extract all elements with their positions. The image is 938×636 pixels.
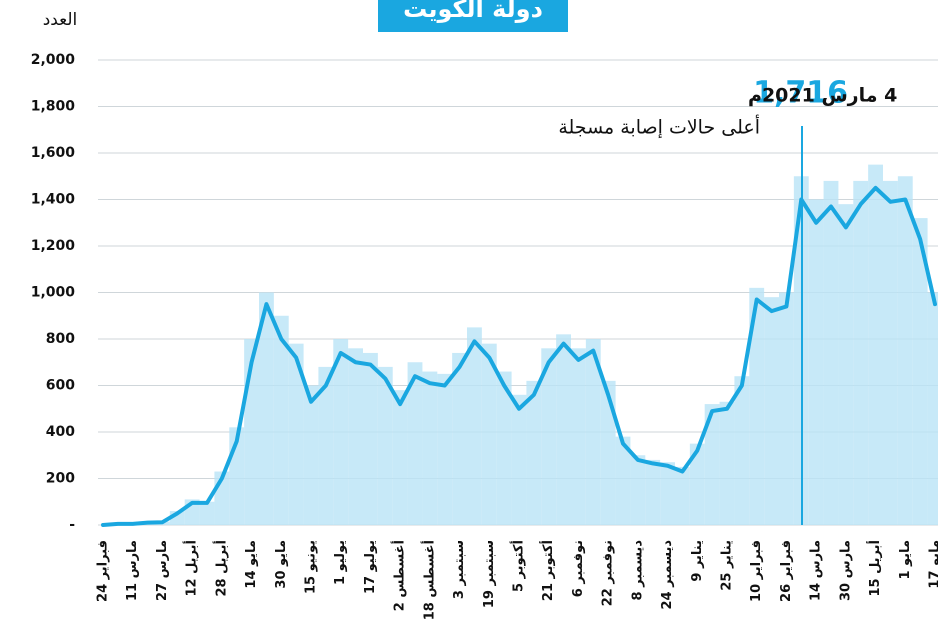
x-tick-label: 2 أغسطس [391, 540, 408, 611]
bar [719, 401, 735, 525]
x-tick-label: 15 يونيو [304, 540, 319, 594]
bar [897, 176, 913, 525]
x-tick-label: 6 نوفمبر [571, 540, 586, 597]
x-tick-label: 18 أغسطس [420, 540, 437, 620]
y-tick-label: 200 [46, 471, 75, 487]
bar [912, 218, 928, 525]
bar [927, 292, 938, 525]
bar [615, 436, 631, 525]
y-tick-label: 2,000 [31, 52, 76, 68]
y-tick-label: 1,600 [31, 145, 76, 161]
bar [585, 339, 601, 525]
bar [363, 352, 378, 525]
annotation-value: 1,716 [753, 76, 848, 111]
bar [749, 287, 765, 525]
y-tick-label: 400 [46, 424, 75, 440]
y-tick-label: 1,200 [31, 238, 76, 254]
x-tick-label: 8 ديسمبر [630, 540, 645, 601]
bar [868, 164, 883, 525]
x-tick-label: 17 مايو [928, 540, 938, 589]
bar [333, 339, 349, 525]
bar [199, 501, 215, 525]
bar [541, 348, 557, 525]
y-axis-label: العدد [43, 10, 78, 30]
bar [452, 352, 467, 525]
x-tick-label: 1 يوليو [333, 540, 348, 585]
x-tick-label: 27 مارس [155, 540, 170, 601]
y-tick-label: 800 [46, 331, 75, 347]
annotation-text: أعلى حالات إصابة مسجلة [558, 115, 760, 140]
bar [600, 380, 616, 525]
x-tick-label: 12 أبريل [183, 540, 200, 597]
bar [526, 380, 542, 525]
y-tick-label: 600 [46, 378, 75, 394]
x-tick-label: 1 مايو [898, 540, 913, 580]
bar [407, 362, 423, 525]
bar [303, 385, 319, 525]
bar [288, 343, 304, 525]
y-tick-label: - [69, 517, 75, 533]
x-tick-label: 9 يناير [690, 540, 705, 582]
x-tick-label: 30 مايو [274, 540, 289, 589]
x-tick-label: 24 ديسمبر [660, 540, 675, 610]
x-tick-label: 21 أكتوبر [539, 540, 556, 601]
bar [883, 180, 898, 525]
bar [273, 315, 289, 525]
annotation-date: 4 مارس 2021م [748, 85, 897, 107]
bar [467, 327, 482, 525]
x-tick-label: 14 مارس [809, 540, 824, 601]
x-tick-label: 15 أبريل [866, 540, 883, 597]
bar [481, 343, 497, 525]
y-tick-label: 1,800 [31, 99, 76, 115]
bar [660, 462, 675, 525]
bar [779, 292, 794, 525]
x-tick-label: 3 سبتمبر [452, 540, 467, 599]
bar [392, 390, 408, 525]
bar [259, 292, 274, 525]
bar [556, 334, 571, 525]
x-tick-label: 25 يناير [720, 540, 735, 591]
bar [734, 376, 750, 525]
bar [511, 394, 527, 525]
bar [496, 371, 512, 525]
bar [853, 180, 869, 525]
chart-title: دولة الكويت [403, 0, 543, 23]
bar [838, 204, 854, 525]
bar [704, 404, 720, 525]
line [101, 185, 937, 527]
bar [808, 199, 824, 525]
bar [437, 373, 453, 525]
bar [422, 371, 438, 525]
y-tick-label: 1,000 [31, 285, 76, 301]
bar [630, 455, 646, 525]
x-tick-label: 26 فبراير [779, 540, 794, 602]
x-tick-label: 17 يوليو [363, 540, 378, 594]
x-tick-label: 30 مارس [838, 540, 853, 601]
y-tick-label: 1,400 [31, 192, 76, 208]
bar [764, 297, 779, 525]
bar [377, 366, 393, 525]
x-tick-label: 5 أكتوبر [510, 540, 527, 592]
x-tick-label: 22 نوفمبر [601, 540, 616, 606]
bar [823, 180, 839, 525]
x-tick-label: 24 فبراير [96, 540, 111, 602]
bar [348, 348, 363, 525]
bar [689, 443, 705, 525]
x-tick-label: 10 فبراير [749, 540, 764, 602]
x-tick-label: 19 سبتمبر [482, 540, 497, 608]
title-box [378, 0, 568, 32]
bar [675, 466, 690, 525]
x-tick-label: 11 مارس [125, 540, 140, 601]
bar [645, 459, 661, 525]
bar [318, 366, 334, 525]
x-tick-label: 28 أبريل [212, 540, 229, 597]
x-tick-label: 14 مايو [244, 540, 259, 589]
bar [571, 348, 586, 525]
